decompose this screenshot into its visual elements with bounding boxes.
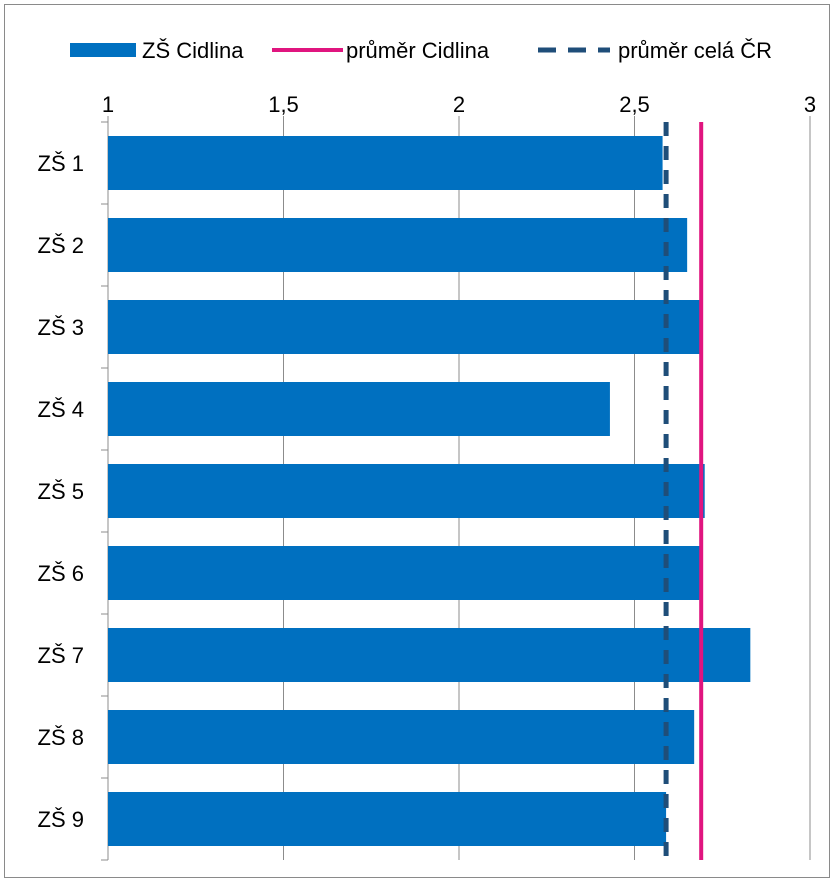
x-tick-label: 3 <box>804 92 816 117</box>
bar <box>108 792 667 846</box>
category-label: ZŠ 4 <box>38 397 84 422</box>
bar <box>108 464 705 518</box>
category-label: ZŠ 8 <box>38 725 84 750</box>
bar <box>108 628 751 682</box>
reference-lines <box>663 122 704 860</box>
legend-label: průměr celá ČR <box>618 38 772 63</box>
x-tick-label: 2 <box>453 92 465 117</box>
bar <box>108 300 702 354</box>
bar <box>108 136 663 190</box>
legend: ZŠ Cidlina průměr Cidlina průměr celá ČR <box>70 38 772 63</box>
category-label: ZŠ 7 <box>38 643 84 668</box>
category-label: ZŠ 9 <box>38 807 84 832</box>
x-axis-ticks: 1 1,5 2 2,5 3 <box>102 92 816 117</box>
bar <box>108 546 702 600</box>
y-axis-labels: ZŠ 1 ZŠ 2 ZŠ 3 ZŠ 4 ZŠ 5 ZŠ 6 ZŠ 7 ZŠ 8 ZŠ 9 <box>38 151 84 832</box>
bar <box>108 710 695 764</box>
category-label: ZŠ 6 <box>38 561 84 586</box>
category-label: ZŠ 2 <box>38 233 84 258</box>
legend-label: ZŠ Cidlina <box>142 38 244 63</box>
x-tick-label: 1,5 <box>268 92 299 117</box>
x-tick-label: 1 <box>102 92 114 117</box>
category-label: ZŠ 5 <box>38 479 84 504</box>
bars <box>108 136 751 846</box>
category-label: ZŠ 3 <box>38 315 84 340</box>
bar <box>108 218 688 272</box>
bar <box>108 382 610 436</box>
legend-swatch-bar <box>70 43 136 57</box>
x-tick-label: 2,5 <box>619 92 650 117</box>
category-label: ZŠ 1 <box>38 151 84 176</box>
legend-label: průměr Cidlina <box>346 38 490 63</box>
